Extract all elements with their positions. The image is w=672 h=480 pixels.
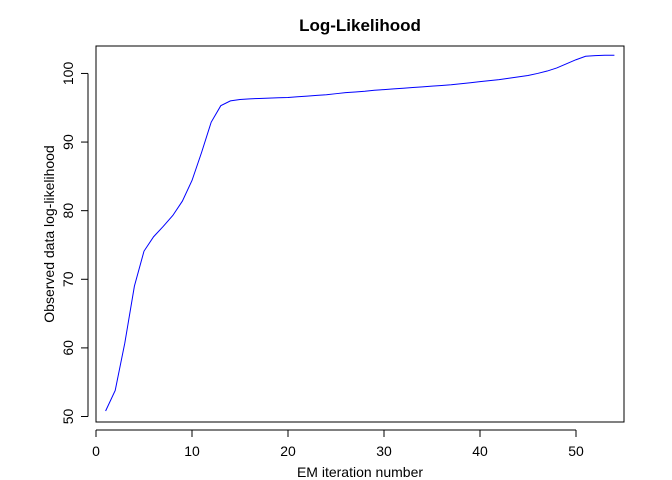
x-axis-label: EM iteration number bbox=[297, 464, 423, 480]
x-tick-label: 20 bbox=[280, 443, 296, 459]
x-tick-label: 0 bbox=[92, 443, 100, 459]
y-tick-label: 100 bbox=[60, 62, 76, 86]
x-tick-label: 10 bbox=[184, 443, 200, 459]
y-axis-label: Observed data log-likelihood bbox=[41, 145, 57, 322]
x-tick-label: 30 bbox=[376, 443, 392, 459]
series-layer bbox=[105, 54, 615, 412]
plot-frame bbox=[95, 45, 625, 423]
y-axis: 50 60 70 80 90 100 bbox=[60, 62, 89, 425]
y-tick-label: 90 bbox=[60, 134, 76, 150]
y-tick-label: 70 bbox=[60, 271, 76, 287]
x-tick-label: 50 bbox=[568, 443, 584, 459]
series-line bbox=[105, 54, 615, 412]
y-tick-label: 50 bbox=[60, 409, 76, 425]
chart-title: Log-Likelihood bbox=[299, 16, 421, 35]
y-tick-label: 80 bbox=[60, 203, 76, 219]
x-axis: 0 10 20 30 40 50 bbox=[92, 429, 584, 459]
y-tick-label: 60 bbox=[60, 340, 76, 356]
x-tick-label: 40 bbox=[472, 443, 488, 459]
